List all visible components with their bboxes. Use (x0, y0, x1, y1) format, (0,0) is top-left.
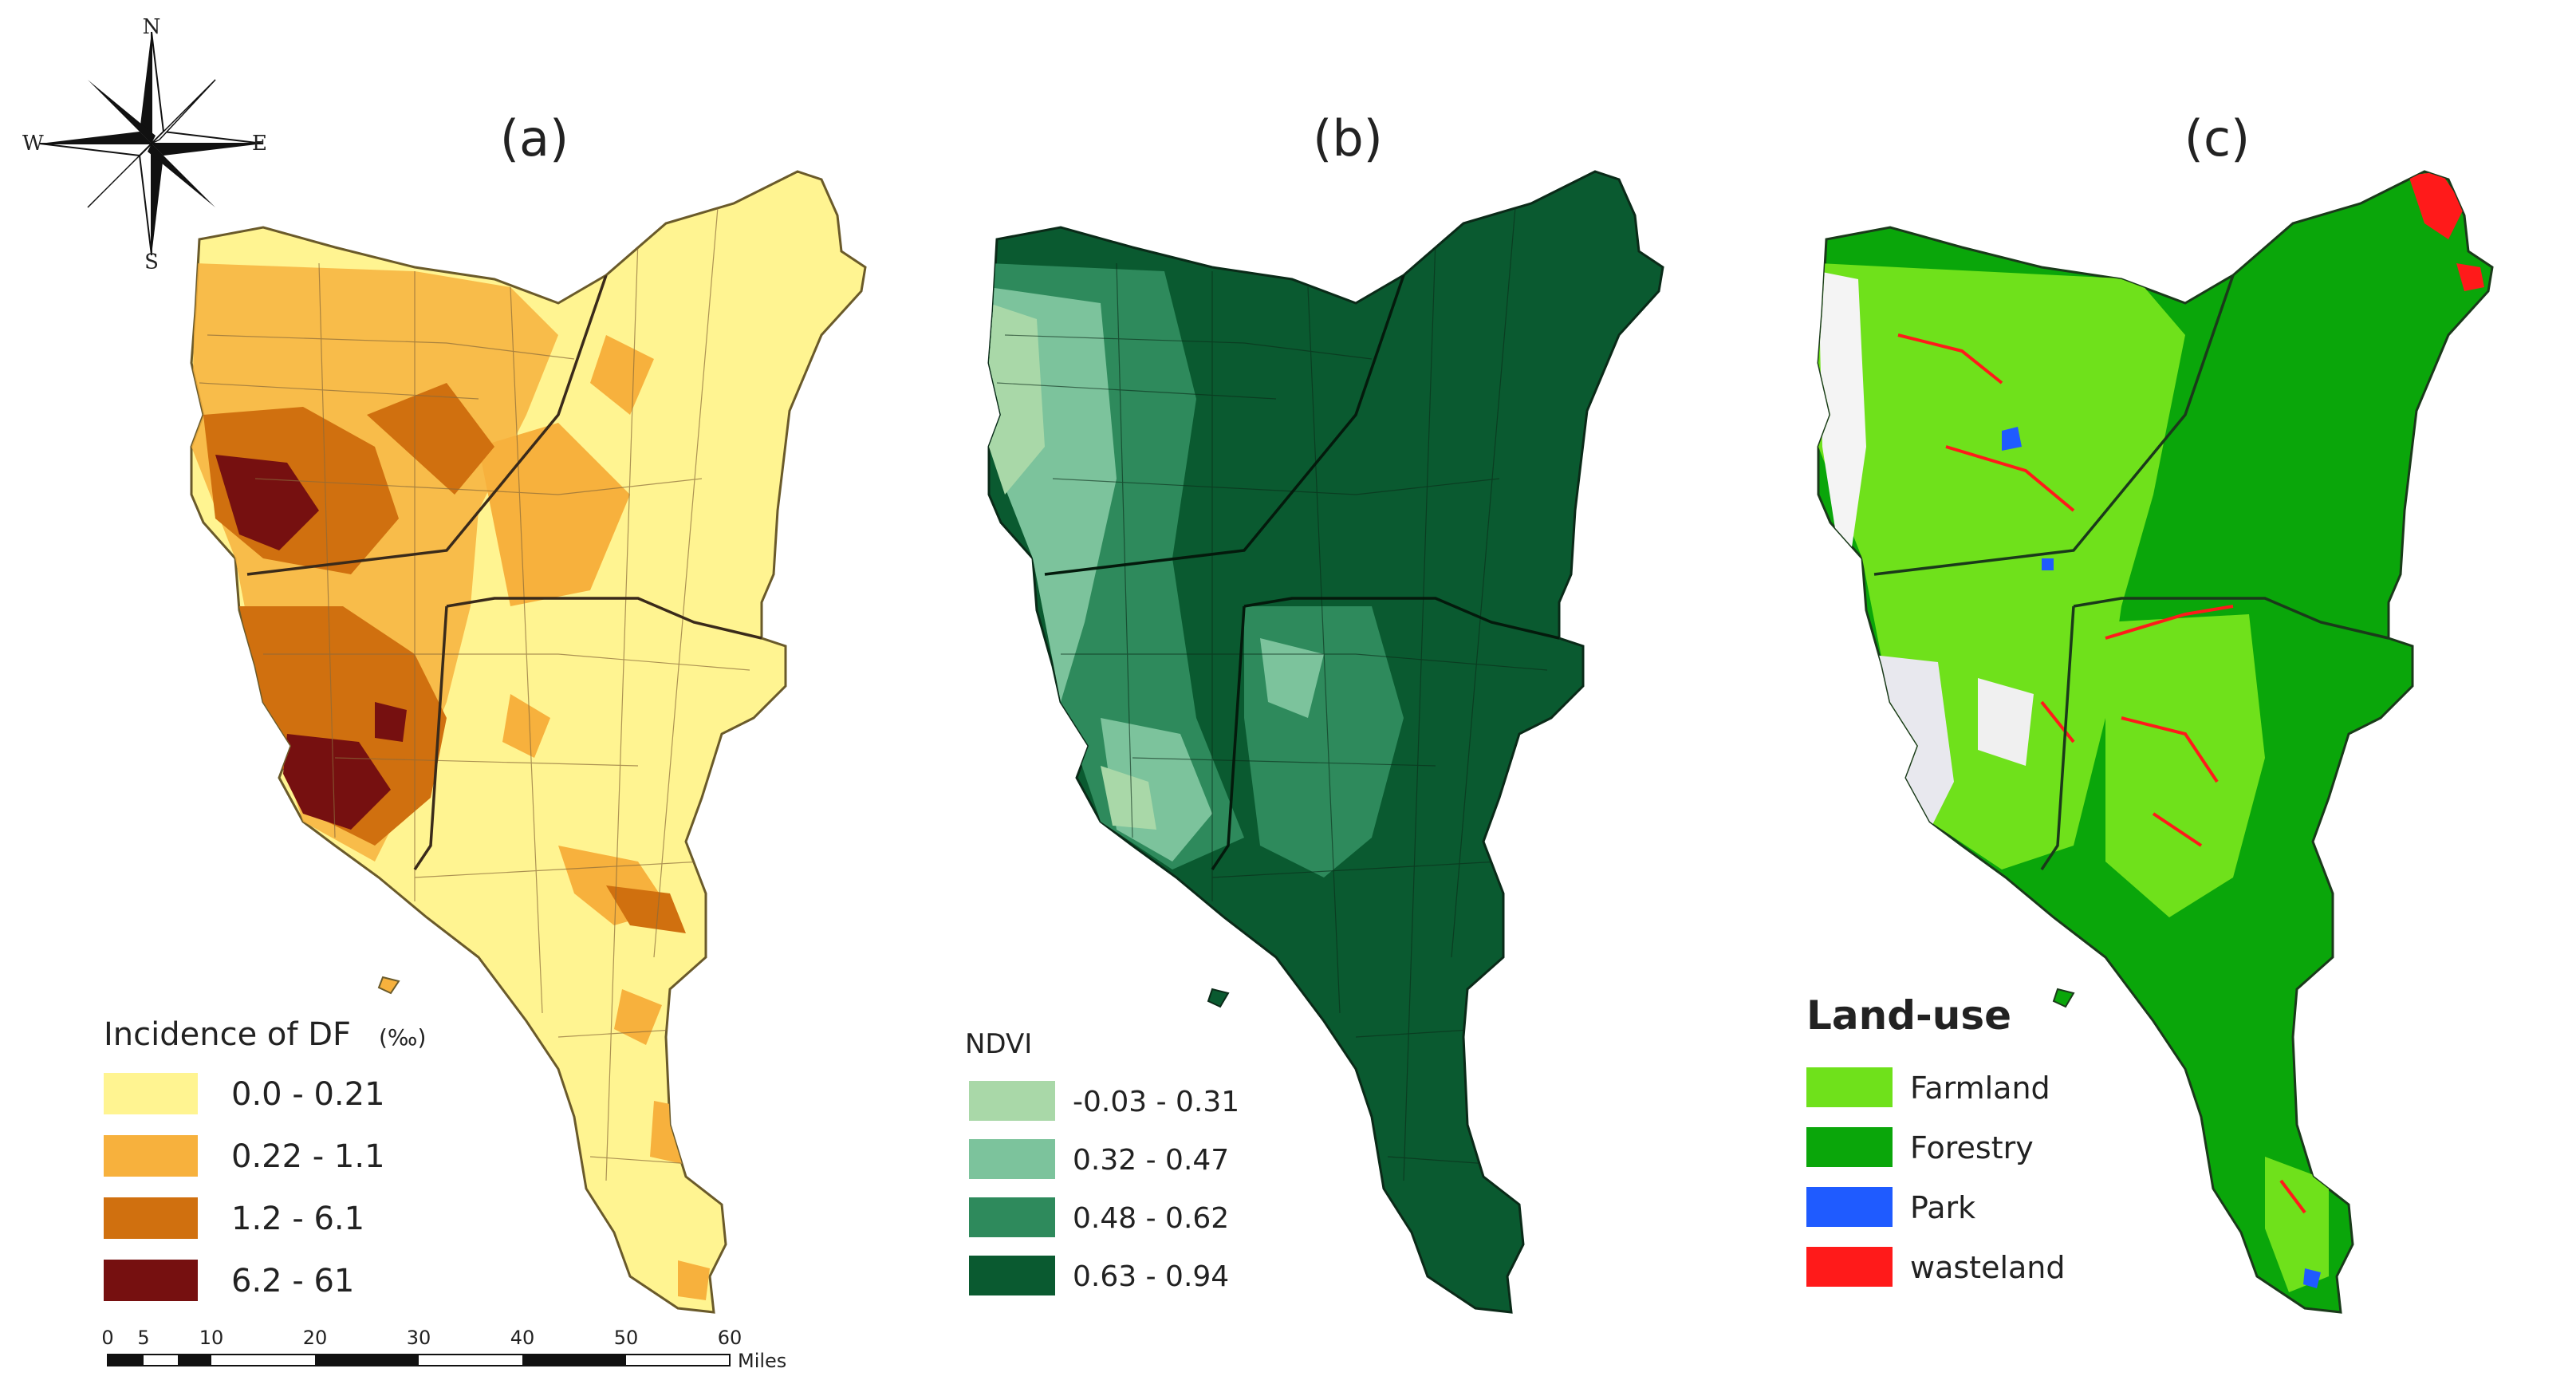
panel-c-map (1817, 170, 2494, 1314)
panel-a-legend-title: Incidence of DF (104, 1016, 351, 1053)
legend-swatch (1806, 1127, 1893, 1167)
legend-label: 0.0 - 0.21 (231, 1076, 385, 1113)
compass-north-label: N (143, 15, 161, 39)
legend-label: 0.63 - 0.94 (1073, 1260, 1229, 1293)
legend-swatch (104, 1073, 198, 1114)
legend-swatch (104, 1197, 198, 1239)
scale-tick-label: 5 (137, 1327, 149, 1349)
panel-a-legend-unit: (‰) (379, 1024, 426, 1051)
legend-label: 1.2 - 6.1 (231, 1201, 364, 1237)
legend-label: -0.03 - 0.31 (1073, 1086, 1239, 1118)
panel-b-label: (b) (1313, 109, 1383, 168)
legend-swatch (104, 1135, 198, 1177)
panel-a-legend: Incidence of DF (‰) 0.0 - 0.21 0.22 - 1.… (104, 1016, 426, 1301)
legend-label: wasteland (1910, 1250, 2066, 1285)
legend-label: Forestry (1910, 1130, 2034, 1165)
scale-tick-label: 20 (303, 1327, 328, 1349)
panel-c-legend: Land-use Farmland Forestry Park wastelan… (1806, 992, 2066, 1287)
legend-label: Farmland (1910, 1071, 2050, 1106)
compass-rose: N S E W (22, 15, 267, 274)
panel-a-label: (a) (500, 109, 569, 168)
legend-swatch (969, 1256, 1055, 1295)
panel-b: (b) (965, 109, 1664, 1314)
legend-swatch (104, 1260, 198, 1301)
scale-tick-label: 30 (407, 1327, 431, 1349)
legend-swatch (1806, 1187, 1893, 1227)
compass-west-label: W (22, 132, 44, 156)
panel-b-legend-title: NDVI (965, 1028, 1032, 1060)
legend-swatch (1806, 1247, 1893, 1287)
panel-a-map (190, 170, 867, 1314)
legend-label: 6.2 - 61 (231, 1263, 354, 1299)
scale-unit: Miles (738, 1350, 786, 1372)
panel-b-map (987, 170, 1664, 1314)
scale-tick-label: 60 (718, 1327, 742, 1349)
legend-swatch (969, 1081, 1055, 1121)
scale-bar: 0 5 10 20 30 40 50 60 Miles (101, 1327, 786, 1372)
legend-label: 0.32 - 0.47 (1073, 1144, 1229, 1177)
panel-b-legend: NDVI -0.03 - 0.31 0.32 - 0.47 0.48 - 0.6… (965, 1028, 1239, 1295)
panel-c-legend-title: Land-use (1806, 992, 2011, 1039)
legend-swatch (969, 1139, 1055, 1179)
panel-a: (a) (101, 109, 867, 1372)
compass-east-label: E (252, 132, 267, 156)
panel-c-label: (c) (2184, 109, 2250, 168)
compass-south-label: S (144, 250, 159, 274)
legend-swatch (969, 1197, 1055, 1237)
scale-tick-label: 50 (614, 1327, 639, 1349)
legend-label: Park (1910, 1190, 1975, 1225)
scale-tick-label: 10 (199, 1327, 224, 1349)
legend-label: 0.48 - 0.62 (1073, 1202, 1229, 1235)
legend-label: 0.22 - 1.1 (231, 1138, 385, 1175)
scale-tick-label: 40 (510, 1327, 535, 1349)
legend-swatch (1806, 1067, 1893, 1107)
panel-c: (c) (1806, 109, 2494, 1314)
scale-tick-label: 0 (101, 1327, 113, 1349)
